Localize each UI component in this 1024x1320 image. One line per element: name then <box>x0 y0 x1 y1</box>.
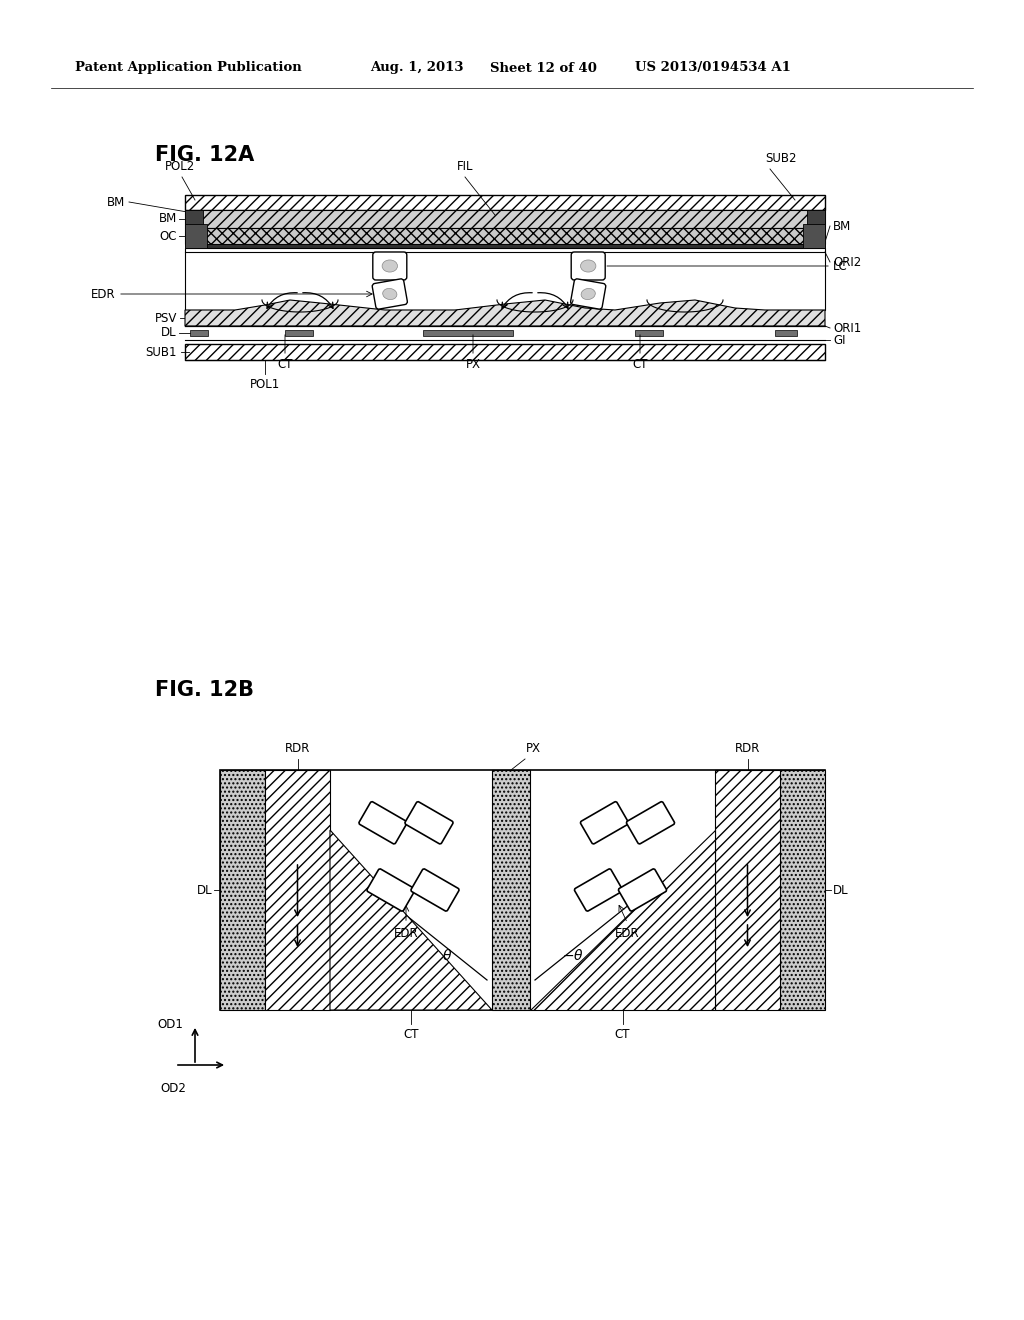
Ellipse shape <box>581 260 596 272</box>
Text: FIG. 12B: FIG. 12B <box>155 680 254 700</box>
Text: CT: CT <box>614 1028 630 1041</box>
Polygon shape <box>530 830 715 1010</box>
Bar <box>185 248 825 310</box>
Text: RDR: RDR <box>285 742 310 755</box>
Text: PSV: PSV <box>155 312 177 325</box>
Text: DL: DL <box>833 883 849 896</box>
Text: GI: GI <box>833 334 846 346</box>
Text: CT: CT <box>632 358 648 371</box>
FancyBboxPatch shape <box>570 279 606 309</box>
Text: $\theta$: $\theta$ <box>442 948 453 962</box>
Text: Aug. 1, 2013: Aug. 1, 2013 <box>370 62 464 74</box>
Text: BM: BM <box>833 219 851 232</box>
FancyBboxPatch shape <box>574 869 623 911</box>
Text: EDR: EDR <box>393 927 419 940</box>
Text: PX: PX <box>466 358 480 371</box>
Text: CT: CT <box>278 358 293 371</box>
Text: LC: LC <box>833 260 848 272</box>
Text: BM: BM <box>159 213 177 226</box>
Text: FIL: FIL <box>457 160 473 173</box>
Text: PX: PX <box>526 742 541 755</box>
Bar <box>185 244 825 248</box>
FancyBboxPatch shape <box>618 869 667 911</box>
Text: ORI1: ORI1 <box>833 322 861 334</box>
Text: POL2: POL2 <box>165 160 196 173</box>
Ellipse shape <box>382 260 397 272</box>
Text: Patent Application Publication: Patent Application Publication <box>75 62 302 74</box>
Text: BM: BM <box>106 195 125 209</box>
FancyBboxPatch shape <box>367 869 415 911</box>
Bar <box>220 770 825 1010</box>
Bar <box>185 195 825 210</box>
Bar <box>715 770 780 1010</box>
Text: EDR: EDR <box>90 288 115 301</box>
Ellipse shape <box>581 289 595 300</box>
Bar <box>185 345 825 360</box>
Text: ORI2: ORI2 <box>833 256 861 268</box>
FancyBboxPatch shape <box>581 801 629 843</box>
Bar <box>185 228 825 244</box>
Bar <box>185 210 203 228</box>
Text: SUB2: SUB2 <box>765 152 797 165</box>
Bar <box>190 330 208 337</box>
Text: SUB1: SUB1 <box>145 346 177 359</box>
Text: DL: DL <box>197 883 212 896</box>
Text: US 2013/0194534 A1: US 2013/0194534 A1 <box>635 62 791 74</box>
Polygon shape <box>330 830 492 1010</box>
Bar <box>492 770 530 1010</box>
Bar <box>807 210 825 228</box>
Text: RDR: RDR <box>735 742 760 755</box>
Bar <box>423 330 513 337</box>
Bar <box>775 330 797 337</box>
Text: OD2: OD2 <box>160 1082 186 1096</box>
FancyBboxPatch shape <box>359 801 408 843</box>
FancyBboxPatch shape <box>373 279 408 309</box>
FancyBboxPatch shape <box>571 252 605 280</box>
Text: OD1: OD1 <box>157 1019 183 1031</box>
Text: FIG. 12A: FIG. 12A <box>155 145 254 165</box>
Bar <box>285 330 313 337</box>
FancyBboxPatch shape <box>373 252 407 280</box>
Bar <box>635 330 663 337</box>
Text: OC: OC <box>160 230 177 243</box>
FancyBboxPatch shape <box>411 869 459 911</box>
Bar <box>185 224 207 248</box>
Text: EDR: EDR <box>615 927 640 940</box>
Text: Sheet 12 of 40: Sheet 12 of 40 <box>490 62 597 74</box>
Bar <box>265 770 330 1010</box>
Bar <box>803 224 825 248</box>
Polygon shape <box>185 300 825 326</box>
Bar <box>185 210 825 228</box>
Text: POL1: POL1 <box>250 378 281 391</box>
Bar <box>780 770 825 1010</box>
FancyBboxPatch shape <box>404 801 453 843</box>
Text: CT: CT <box>403 1028 419 1041</box>
Text: $-\theta$: $-\theta$ <box>562 948 584 962</box>
Ellipse shape <box>383 289 397 300</box>
Bar <box>220 770 265 1010</box>
Text: DL: DL <box>162 326 177 339</box>
FancyBboxPatch shape <box>627 801 675 843</box>
